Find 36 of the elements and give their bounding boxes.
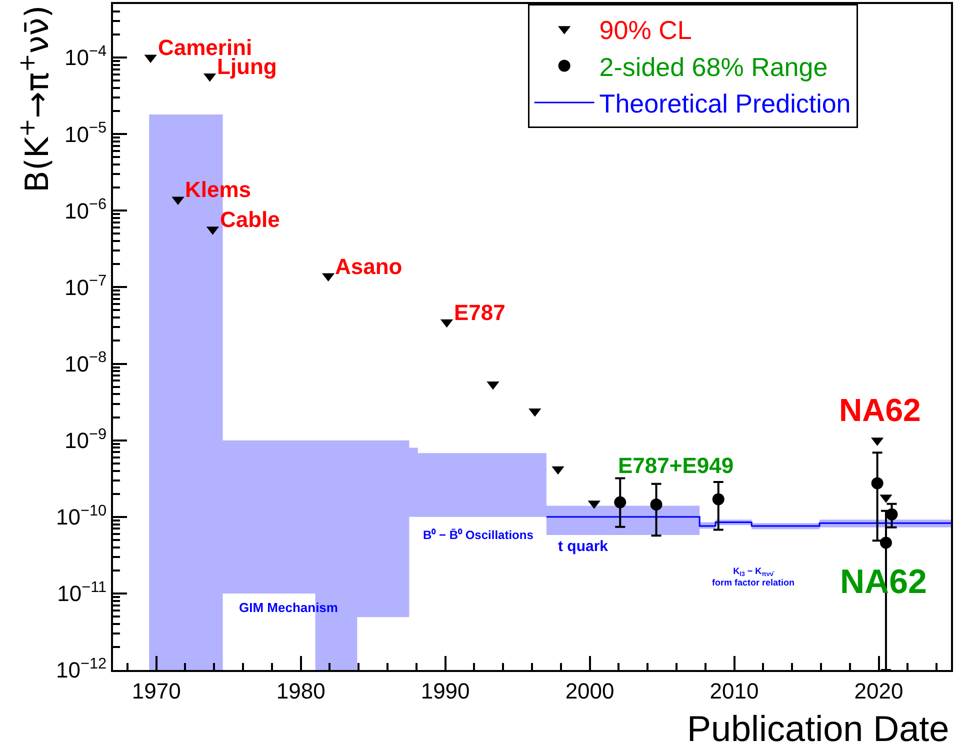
y-tick-label: 10$^{−6}$ bbox=[64, 196, 107, 224]
legend-label: 90% CL bbox=[599, 15, 692, 46]
legend-label: Theoretical Prediction bbox=[599, 88, 851, 119]
y-tick-label: 10$^{−8}$ bbox=[64, 349, 107, 376]
annotation: Ljung bbox=[217, 54, 277, 79]
annotation: E787 bbox=[454, 300, 506, 325]
annotation: Cable bbox=[220, 207, 280, 232]
annotation: NA62 bbox=[839, 392, 921, 428]
annotation: E787+E949 bbox=[618, 453, 734, 478]
x-tick-label: 1980 bbox=[276, 678, 326, 704]
annotation: GIM Mechanism bbox=[239, 600, 338, 615]
x-tick-label: 2010 bbox=[710, 678, 759, 704]
point bbox=[880, 536, 892, 549]
y-tick-label: 10$^{−11}$ bbox=[57, 578, 107, 606]
point bbox=[712, 493, 724, 506]
x-axis-title: Publication Date bbox=[687, 708, 950, 744]
y-tick-label: 10$^{−4}$ bbox=[64, 42, 108, 70]
y-tick-label: 10$^{−9}$ bbox=[64, 426, 107, 454]
annotation: K$_{l3}$ − K$_{πνν̄}$ form factor relation bbox=[712, 566, 795, 588]
annotation: B⁰ − B̄⁰ Oscillations bbox=[423, 528, 534, 542]
y-tick-label: 10$^{−5}$ bbox=[64, 120, 107, 147]
annotation: t quark bbox=[558, 538, 609, 555]
legend-label: 2-sided 68% Range bbox=[599, 52, 828, 82]
x-tick-label: 2020 bbox=[854, 678, 904, 704]
x-tick-label: 1970 bbox=[132, 678, 181, 704]
x-tick-label: 1990 bbox=[420, 678, 470, 704]
y-tick-label: 10$^{−7}$ bbox=[64, 272, 107, 300]
point bbox=[871, 477, 884, 490]
y-tick-label: 10$^{−12}$ bbox=[56, 655, 107, 683]
y-tick-label: 10$^{−10}$ bbox=[56, 502, 107, 530]
x-tick-label: 2000 bbox=[565, 678, 614, 704]
annotation: Klems bbox=[185, 177, 252, 202]
annotation: Asano bbox=[335, 254, 402, 279]
point bbox=[614, 496, 626, 508]
point bbox=[886, 508, 898, 520]
point bbox=[650, 498, 662, 511]
